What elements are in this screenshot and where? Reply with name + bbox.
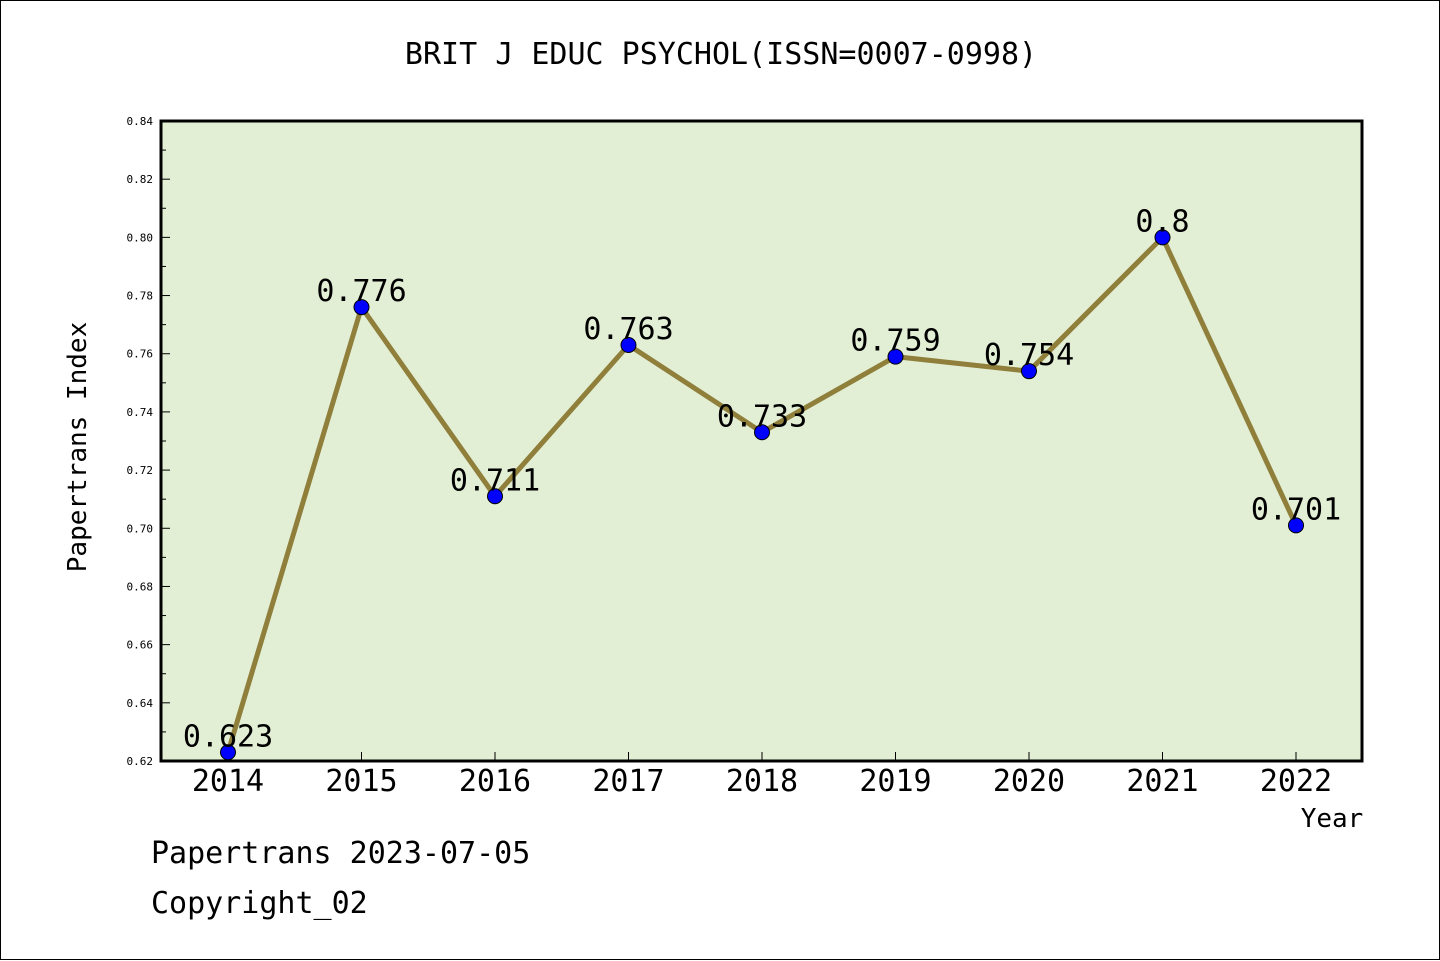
data-point-marker	[1288, 517, 1304, 534]
data-label: 0.701	[1251, 492, 1341, 527]
y-tick-label: 0.64	[127, 697, 154, 710]
x-tick-label: 2019	[859, 764, 931, 799]
x-axis-title: Year	[1301, 804, 1364, 834]
y-tick-label: 0.80	[127, 231, 154, 244]
data-label: 0.8	[1135, 204, 1189, 239]
x-tick-label: 2015	[325, 764, 397, 799]
y-tick-label: 0.74	[127, 406, 154, 419]
x-tick-label: 2016	[459, 764, 531, 799]
data-point-marker	[1154, 229, 1171, 246]
y-tick-label: 0.68	[127, 580, 154, 593]
data-point-marker	[754, 424, 770, 441]
y-tick-label: 0.70	[127, 522, 154, 535]
footer-date: Papertrans 2023-07-05	[151, 836, 531, 871]
y-tick-label: 0.78	[127, 290, 154, 303]
y-tick-label: 0.84	[127, 115, 154, 128]
x-tick-label: 2014	[192, 764, 264, 799]
data-label: 0.763	[583, 312, 673, 347]
data-label: 0.623	[183, 719, 273, 754]
y-tick-label: 0.82	[127, 173, 154, 186]
data-label: 0.711	[450, 463, 540, 498]
y-tick-label: 0.72	[127, 464, 154, 477]
x-tick-label: 2022	[1260, 764, 1332, 799]
x-tick-label: 2017	[592, 764, 664, 799]
data-point-marker	[1021, 363, 1037, 380]
data-point-marker	[220, 744, 236, 761]
chart-title: BRIT J EDUC PSYCHOL(ISSN=0007-0998)	[404, 37, 1038, 72]
data-point-marker	[887, 348, 904, 365]
data-point-marker	[620, 337, 637, 353]
y-tick-label: 0.62	[127, 755, 154, 768]
plot-border	[159, 119, 1364, 763]
x-tick-label: 2018	[726, 764, 798, 799]
data-label: 0.759	[850, 324, 940, 359]
x-tick-label: 2020	[993, 764, 1065, 799]
footer-copyright: Copyright_02	[151, 886, 368, 921]
data-label: 0.776	[316, 274, 406, 309]
y-axis-title: Papertrans Index	[63, 322, 93, 572]
y-tick-label: 0.66	[127, 639, 154, 652]
x-tick-label: 2021	[1126, 764, 1198, 799]
plot-area	[161, 121, 1362, 761]
y-tick-label: 0.76	[127, 348, 154, 361]
data-point-marker	[353, 299, 370, 316]
data-label: 0.754	[984, 338, 1074, 373]
data-label: 0.733	[717, 399, 807, 434]
data-point-marker	[487, 488, 503, 505]
